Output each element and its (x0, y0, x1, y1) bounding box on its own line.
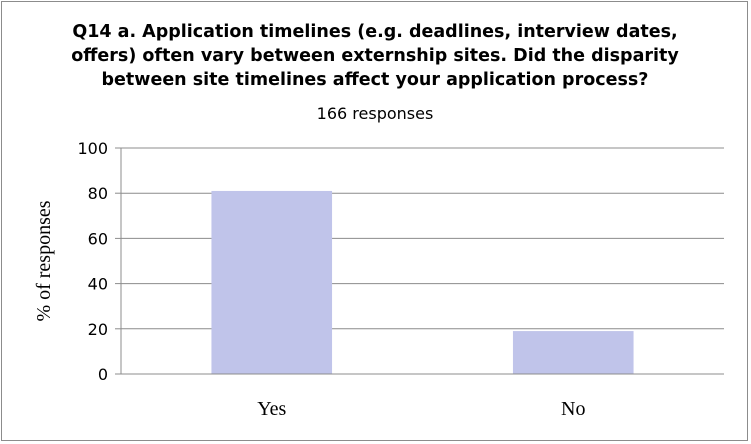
y-axis-title: % of responses (33, 200, 55, 321)
y-tick-label-40: 40 (88, 275, 108, 294)
bar-yes (211, 190, 333, 374)
bar-no (512, 331, 634, 374)
y-tick-label-60: 60 (88, 229, 108, 248)
y-tick-labels: 0 20 40 60 80 100 (77, 139, 121, 384)
axes (120, 148, 724, 375)
bars (211, 190, 634, 374)
x-category-labels: Yes No (257, 398, 585, 420)
y-tick-label-0: 0 (98, 365, 108, 384)
y-tick-label-100: 100 (77, 139, 108, 158)
chart-title: Q14 a. Application timelines (e.g. deadl… (71, 22, 679, 90)
y-tick-label-20: 20 (88, 320, 108, 339)
chart-subtitle: 166 responses (316, 104, 434, 123)
x-category-label-yes: Yes (257, 398, 286, 420)
y-tick-label-80: 80 (88, 184, 108, 203)
x-category-label-no: No (561, 398, 585, 420)
